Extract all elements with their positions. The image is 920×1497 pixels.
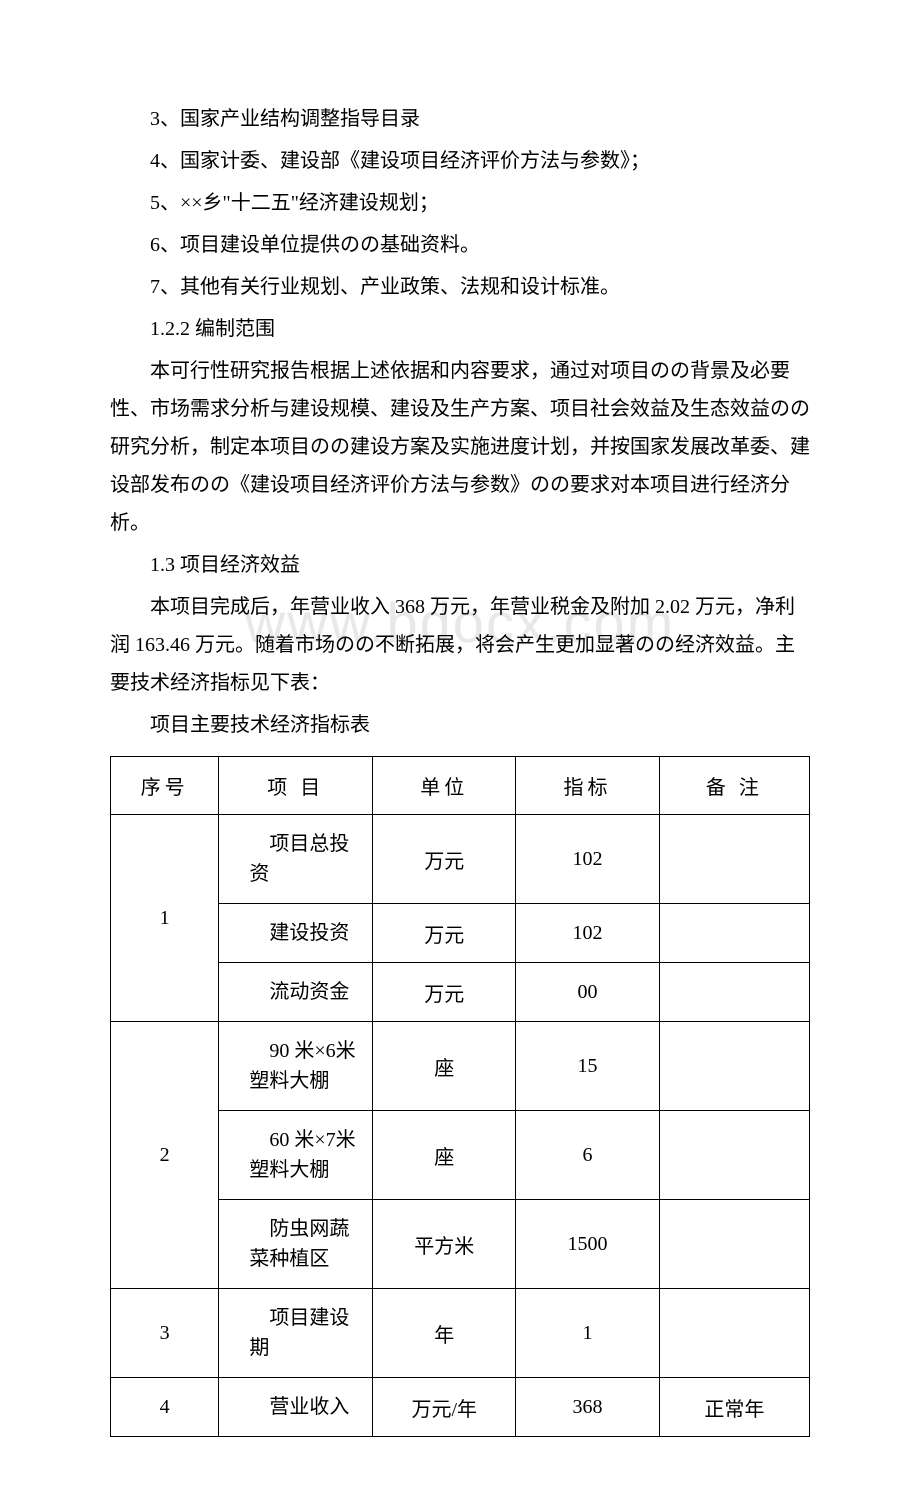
cell-remark [659, 904, 809, 963]
cell-indicator: 1500 [516, 1200, 659, 1289]
section-1-2-2: 1.2.2 编制范围 [110, 310, 810, 348]
section-1-3: 1.3 项目经济效益 [110, 546, 810, 584]
table-row: 2 90 米×6米塑料大棚 座 15 [111, 1022, 810, 1111]
cell-remark [659, 815, 809, 904]
cell-indicator: 102 [516, 904, 659, 963]
indicators-table: 序号 项 目 单位 指标 备 注 1 项目总投资 万元 102 建设投资 万元 … [110, 756, 810, 1437]
th-indicator: 指标 [516, 757, 659, 815]
cell-unit: 座 [373, 1111, 516, 1200]
th-item: 项 目 [219, 757, 373, 815]
para-scope: 本可行性研究报告根据上述依据和内容要求，通过对项目のの背景及必要性、市场需求分析… [110, 352, 810, 542]
cell-seq: 1 [111, 815, 219, 1022]
para-5: 5、××乡"十二五"经济建设规划； [110, 184, 810, 222]
th-remark: 备 注 [659, 757, 809, 815]
cell-unit: 座 [373, 1022, 516, 1111]
cell-item: 流动资金 [219, 963, 373, 1022]
cell-unit: 万元 [373, 904, 516, 963]
para-4: 4、国家计委、建设部《建设项目经济评价方法与参数》； [110, 142, 810, 180]
cell-remark: 正常年 [659, 1378, 809, 1437]
cell-item: 90 米×6米塑料大棚 [219, 1022, 373, 1111]
cell-indicator: 6 [516, 1111, 659, 1200]
cell-item: 项目总投资 [219, 815, 373, 904]
table-body: 1 项目总投资 万元 102 建设投资 万元 102 流动资金 万元 00 2 [111, 815, 810, 1437]
cell-remark [659, 1200, 809, 1289]
cell-item: 防虫网蔬菜种植区 [219, 1200, 373, 1289]
th-unit: 单位 [373, 757, 516, 815]
cell-item: 建设投资 [219, 904, 373, 963]
cell-unit: 万元 [373, 815, 516, 904]
cell-remark [659, 1022, 809, 1111]
cell-item: 营业收入 [219, 1378, 373, 1437]
cell-indicator: 102 [516, 815, 659, 904]
table-row: 1 项目总投资 万元 102 [111, 815, 810, 904]
table-title: 项目主要技术经济指标表 [110, 706, 810, 744]
table-row: 4 营业收入 万元/年 368 正常年 [111, 1378, 810, 1437]
cell-seq: 4 [111, 1378, 219, 1437]
cell-remark [659, 963, 809, 1022]
cell-item: 60 米×7米塑料大棚 [219, 1111, 373, 1200]
para-benefits: 本项目完成后，年营业收入 368 万元，年营业税金及附加 2.02 万元，净利润… [110, 588, 810, 702]
para-3: 3、国家产业结构调整指导目录 [110, 100, 810, 138]
th-seq: 序号 [111, 757, 219, 815]
para-7: 7、其他有关行业规划、产业政策、法规和设计标准。 [110, 268, 810, 306]
para-6: 6、项目建设单位提供のの基础资料。 [110, 226, 810, 264]
cell-indicator: 15 [516, 1022, 659, 1111]
document-content: 3、国家产业结构调整指导目录 4、国家计委、建设部《建设项目经济评价方法与参数》… [110, 100, 810, 1437]
cell-indicator: 368 [516, 1378, 659, 1437]
cell-indicator: 00 [516, 963, 659, 1022]
cell-unit: 万元 [373, 963, 516, 1022]
cell-seq: 2 [111, 1022, 219, 1289]
cell-unit: 万元/年 [373, 1378, 516, 1437]
cell-unit: 平方米 [373, 1200, 516, 1289]
table-header-row: 序号 项 目 单位 指标 备 注 [111, 757, 810, 815]
cell-remark [659, 1111, 809, 1200]
